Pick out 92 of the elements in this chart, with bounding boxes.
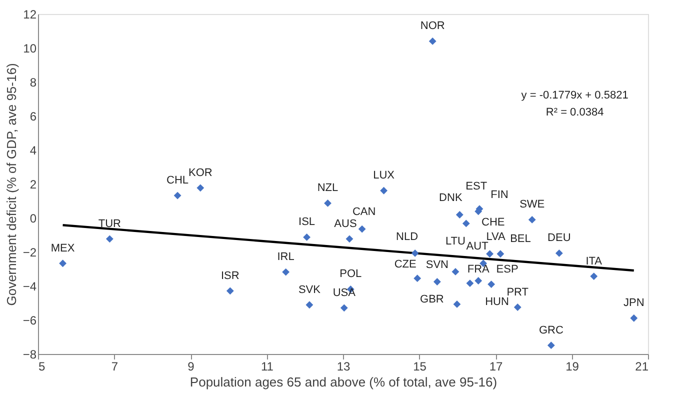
annotation: ITA [586,255,603,268]
annotation: CHE [482,216,505,228]
point [358,225,366,233]
x-tick-label: 7 [111,360,118,374]
annotation: NZL [317,182,338,194]
point [555,249,563,257]
annotation: POL [340,268,362,280]
annotation: R² = 0.0384 [546,106,604,119]
annotation: SVN [426,258,449,271]
point [456,211,464,218]
x-tick-label: 17 [489,360,503,374]
y-tick-label: 10 [23,42,37,56]
point [414,274,422,282]
annotation: LVA [486,230,506,243]
annotation: DNK [439,192,463,204]
annotation: JPN [624,297,644,310]
x-tick-label: 13 [336,360,350,374]
annotation: SVK [298,284,322,296]
annotation: MEX [50,242,76,254]
point [346,235,354,243]
annotation: NOR [420,20,445,32]
point [514,304,522,311]
annotation: USA [332,286,356,299]
annotation: FRA [467,264,490,276]
y-tick-label: 0 [30,212,37,226]
annotation: FIN [490,188,508,201]
annotation: PRT [506,286,529,298]
point [174,192,182,200]
point [380,186,388,194]
annotation: CHL [166,174,189,187]
point [433,278,441,286]
y-tick-label: 12 [23,8,37,22]
point [306,301,314,309]
point [324,200,332,207]
point [488,280,496,288]
x-tick-label: 9 [188,360,195,374]
annotation: LUX [373,170,396,182]
point [486,250,494,258]
point [474,277,482,284]
annotation: DEU [548,232,571,244]
y-tick-label: −2 [22,246,37,260]
point [428,37,436,45]
annotation: GBR [420,293,444,306]
point [630,314,638,322]
x-tick-label: 21 [635,360,649,374]
x-tick-label: 5 [38,360,46,374]
point [462,220,470,228]
x-tick-label: 15 [413,360,427,374]
point [547,342,555,350]
annotation: y = -0.1779x + 0.5821 [521,90,628,102]
annotation: ESP [496,263,518,276]
x-tick-label: 11 [261,360,274,374]
point [411,249,419,257]
annotation: LTU [445,236,466,248]
annotation: TUR [98,218,122,230]
y-axis-title: Government deficit (% of GDP, ave 95-16) [4,63,19,306]
y-tick-label: −4 [22,280,37,294]
y-tick-label: 2 [30,178,37,192]
annotation: CAN [352,206,376,218]
annotation: SWE [520,198,545,211]
annotation: NLD [396,231,418,244]
x-tick-label: 19 [566,360,580,374]
point [452,268,460,276]
annotation: AUT [466,240,489,252]
y-tick-label: −6 [22,314,37,328]
point [466,280,474,287]
point [282,268,290,276]
y-tick-label: 6 [30,110,37,124]
annotation: HUN [485,296,509,308]
point [59,260,66,268]
annotation: GRC [538,324,564,336]
point [453,300,461,308]
annotation: BEL [510,232,531,245]
point [496,250,504,258]
point [226,287,234,295]
y-tick-label: −8 [22,348,37,362]
point [106,235,114,243]
annotation: KOR [188,166,212,179]
annotation: IRL [277,251,294,264]
annotation: ISL [298,216,316,228]
point [196,184,204,192]
point [590,272,598,280]
point [528,216,536,224]
annotation: AUS [334,218,357,230]
annotation: CZE [394,258,416,270]
annotation: ISR [220,270,240,282]
point [303,234,310,241]
y-tick-label: 4 [30,144,37,158]
annotation: EST [466,180,488,192]
x-axis-title: Population ages 65 and above (% of total, ave 95-16) [190,374,498,390]
point [340,304,348,312]
y-tick-label: 8 [30,76,37,90]
